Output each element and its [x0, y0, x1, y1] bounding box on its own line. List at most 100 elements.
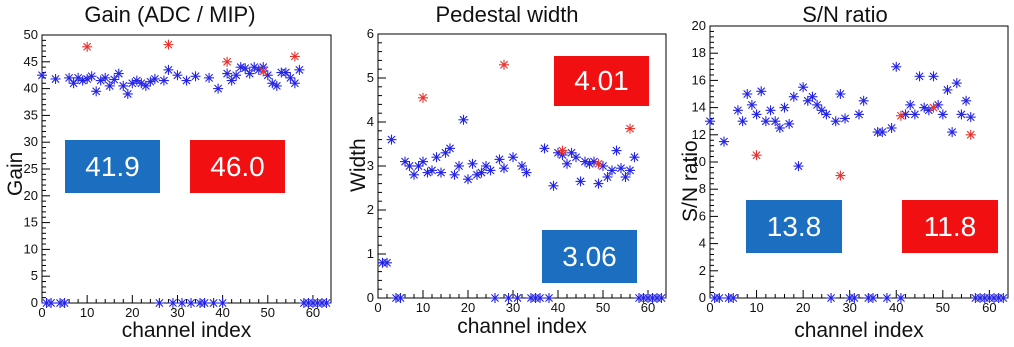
blue-value-box: 41.9: [65, 140, 160, 193]
y-tick-label: 4: [699, 236, 706, 251]
blue-data-point: [167, 298, 178, 308]
x-tick-label: 40: [215, 305, 229, 320]
blue-data-point: [629, 152, 640, 163]
plot-frame: [709, 25, 1009, 299]
red-data-point: [258, 66, 269, 77]
blue-data-point: [544, 293, 554, 303]
blue-data-point: [517, 161, 527, 171]
blue-data-point: [244, 68, 255, 79]
blue-data-point: [732, 105, 743, 116]
blue-data-point: [877, 127, 888, 138]
y-tick-label: 5: [31, 268, 38, 283]
y-tick-label: 10: [24, 241, 38, 256]
blue-data-point: [858, 95, 869, 106]
y-tick-label: 40: [24, 81, 38, 96]
blue-data-point: [593, 178, 604, 189]
y-tick-label: 30: [24, 134, 38, 149]
x-tick-label: 50: [596, 300, 610, 315]
gain-plot: 0 10 20 30 40 50 60 0 5 10 15 20 25 30 35 40 45 50: [24, 27, 332, 320]
y-tick-label: 25: [24, 161, 38, 176]
blue-data-point: [267, 78, 278, 89]
red-data-point: [289, 51, 300, 62]
y-tick-label: 5: [367, 70, 374, 85]
blue-data-point: [68, 78, 79, 89]
blue-data-point: [64, 72, 75, 83]
blue-data-point: [163, 64, 174, 75]
blue-data-point: [100, 72, 111, 83]
y-tick-label: 0: [699, 290, 706, 305]
blue-data-point: [742, 89, 753, 99]
y-tick-label: 3: [367, 158, 374, 173]
blue-data-point: [240, 63, 251, 74]
blue-data-point: [535, 293, 545, 303]
blue-data-point: [756, 86, 767, 97]
blue-data-point: [181, 75, 192, 86]
red-data-point: [625, 123, 635, 134]
blue-data-point: [472, 169, 482, 180]
blue-data-point: [104, 80, 115, 91]
blue-data-point: [109, 74, 120, 85]
blue-data-point: [158, 75, 169, 86]
blue-data-point: [961, 95, 972, 106]
blue-data-point: [463, 174, 473, 185]
blue-data-point: [951, 78, 962, 89]
blue-data-point: [900, 109, 911, 120]
blue-data-point: [386, 134, 397, 145]
blue-data-point: [294, 64, 305, 75]
blue-data-point: [50, 73, 61, 84]
blue-data-point: [59, 298, 70, 308]
blue-data-point: [807, 91, 818, 102]
y-tick-label: 12: [692, 127, 706, 142]
blue-data-point: [611, 145, 622, 156]
red-data-point: [835, 170, 846, 181]
blue-data-point: [176, 298, 187, 308]
blue-data-point: [149, 73, 160, 84]
y-tick-label: 20: [24, 188, 38, 203]
red-value-box: 46.0: [190, 140, 285, 193]
blue-data-point: [77, 75, 88, 86]
blue-data-point: [122, 88, 133, 99]
blue-data-point: [113, 68, 124, 79]
blue-data-point: [835, 89, 846, 99]
y-tick-label: 15: [24, 215, 38, 230]
y-tick-label: 0: [31, 295, 38, 310]
blue-data-point: [382, 257, 392, 268]
blue-data-point: [548, 180, 559, 191]
red-data-point: [895, 110, 906, 121]
x-tick-label: 60: [641, 300, 655, 315]
blue-data-point: [190, 71, 201, 82]
blue-data-point: [199, 298, 210, 308]
y-tick-label: 4: [367, 114, 374, 129]
y-axis-label: Gain: [4, 151, 27, 196]
blue-data-point: [271, 80, 282, 91]
blue-data-point: [436, 167, 446, 178]
blue-data-point: [705, 116, 715, 127]
blue-data-point: [909, 109, 920, 120]
blue-data-point: [760, 116, 771, 127]
blue-data-point: [718, 136, 729, 147]
blue-data-point: [774, 123, 785, 133]
x-tick-label: 60: [982, 300, 996, 315]
blue-data-point: [602, 172, 613, 182]
blue-data-point: [714, 293, 725, 303]
blue-data-point: [449, 169, 460, 180]
y-tick-label: 6: [367, 26, 374, 41]
blue-data-point: [779, 102, 790, 113]
blue-data-point: [539, 143, 550, 154]
blue-data-point: [136, 78, 147, 89]
blue-data-point: [821, 109, 832, 120]
x-tick-label: 0: [38, 305, 45, 320]
y-tick-label: 50: [24, 27, 38, 42]
blue-data-point: [937, 109, 948, 120]
red-value-box: 4.01: [554, 56, 649, 106]
x-tick-label: 50: [261, 305, 275, 320]
y-tick-label: 6: [699, 208, 706, 223]
blue-data-point: [881, 293, 892, 303]
blue-data-point: [467, 158, 478, 169]
y-tick-label: 45: [24, 54, 38, 69]
red-data-point: [593, 158, 604, 169]
blue-data-point: [454, 161, 464, 171]
y-tick-label: 18: [692, 45, 706, 60]
blue-data-point: [562, 158, 572, 169]
x-tick-label: 30: [506, 300, 520, 315]
